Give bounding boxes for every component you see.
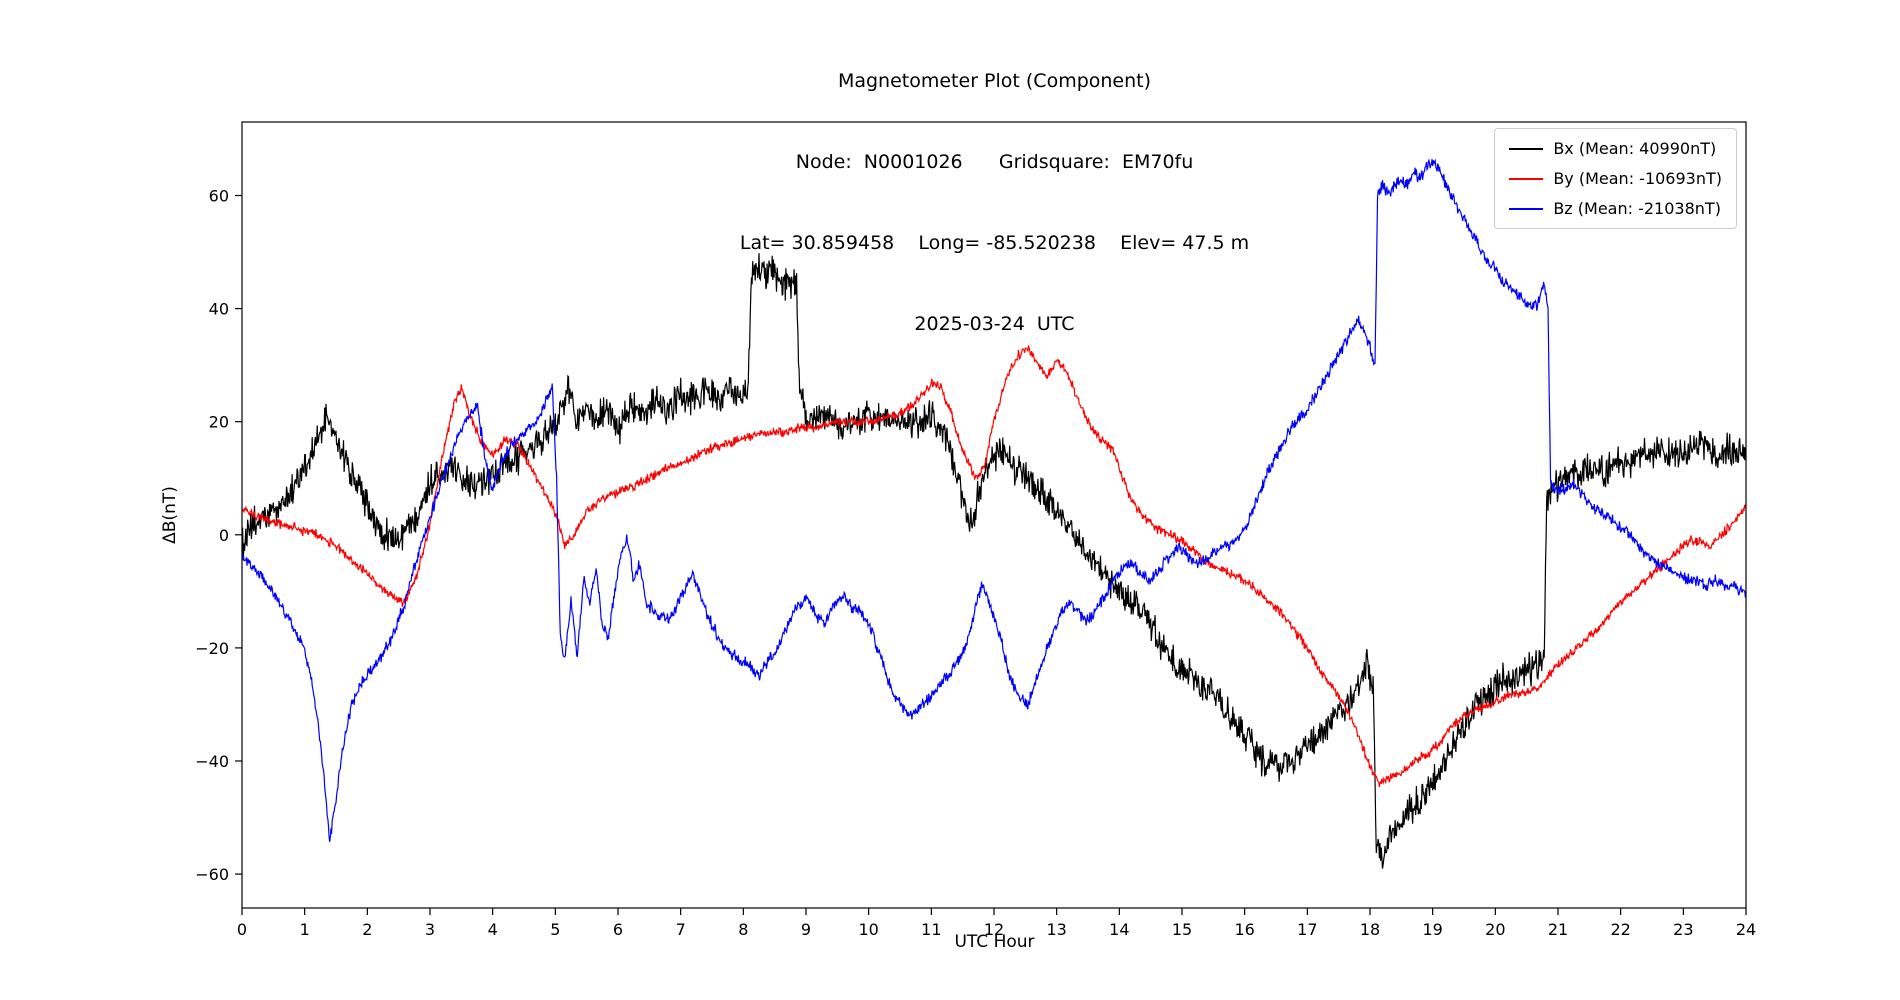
y-tick-label: −20 xyxy=(195,639,229,658)
x-axis-label: UTC Hour xyxy=(954,932,1035,952)
series-bx-line xyxy=(241,253,1747,869)
x-tick-label: 0 xyxy=(237,920,247,939)
x-tick-label: 17 xyxy=(1297,920,1317,939)
x-tick-label: 4 xyxy=(488,920,498,939)
series-bz-line xyxy=(241,158,1747,842)
x-tick-label: 9 xyxy=(801,920,811,939)
x-tick-label: 15 xyxy=(1172,920,1192,939)
y-tick-label: 60 xyxy=(209,187,229,206)
bz-line-swatch xyxy=(1509,207,1544,210)
y-tick-label: −40 xyxy=(195,752,229,771)
plot-subtitle-node: Node: N0001026 Gridsquare: EM70fu xyxy=(795,151,1194,173)
x-tick-label: 20 xyxy=(1485,920,1505,939)
legend-label-by: By (Mean: -10693nT) xyxy=(1553,169,1722,188)
x-tick-label: 19 xyxy=(1422,920,1442,939)
y-tick-label: −60 xyxy=(195,865,229,884)
by-line-swatch xyxy=(1509,177,1544,180)
x-tick-label: 22 xyxy=(1610,920,1630,939)
x-tick-label: 21 xyxy=(1548,920,1568,939)
x-tick-label: 6 xyxy=(613,920,623,939)
series-by-line xyxy=(242,345,1747,787)
legend: Bx (Mean: 40990nT) By (Mean: -10693nT) B… xyxy=(1494,128,1737,229)
x-tick-label: 18 xyxy=(1360,920,1380,939)
x-tick-label: 16 xyxy=(1234,920,1254,939)
legend-item-by: By (Mean: -10693nT) xyxy=(1509,169,1722,188)
x-tick-label: 12 xyxy=(984,920,1004,939)
x-tick-label: 14 xyxy=(1109,920,1129,939)
x-tick-label: 2 xyxy=(362,920,372,939)
x-tick-label: 3 xyxy=(425,920,435,939)
x-tick-label: 23 xyxy=(1673,920,1693,939)
x-tick-label: 11 xyxy=(921,920,941,939)
legend-label-bz: Bz (Mean: -21038nT) xyxy=(1553,199,1721,218)
bx-line-swatch xyxy=(1509,147,1544,150)
x-tick-label: 10 xyxy=(858,920,878,939)
legend-item-bz: Bz (Mean: -21038nT) xyxy=(1509,199,1722,218)
x-tick-label: 5 xyxy=(550,920,560,939)
y-axis-label: ΔB(nT) xyxy=(160,486,180,544)
y-tick-label: 40 xyxy=(209,300,229,319)
x-tick-label: 1 xyxy=(300,920,310,939)
axes-spines xyxy=(241,121,1747,909)
y-tick-label: 0 xyxy=(219,526,229,545)
plot-subtitle-location: Lat= 30.859458 Long= -85.520238 Elev= 47… xyxy=(739,232,1250,254)
x-tick-label: 7 xyxy=(676,920,686,939)
x-tick-label: 8 xyxy=(738,920,748,939)
y-tick-label: 20 xyxy=(209,413,229,432)
legend-label-bx: Bx (Mean: 40990nT) xyxy=(1553,139,1717,158)
plot-title-block: Magnetometer Plot (Component) Node: N000… xyxy=(242,14,1747,392)
plot-subtitle-date: 2025-03-24 UTC xyxy=(914,313,1075,335)
x-tick-label: 13 xyxy=(1046,920,1066,939)
legend-item-bx: Bx (Mean: 40990nT) xyxy=(1509,139,1722,158)
plot-title: Magnetometer Plot (Component) xyxy=(837,70,1152,92)
x-tick-label: 24 xyxy=(1736,920,1756,939)
